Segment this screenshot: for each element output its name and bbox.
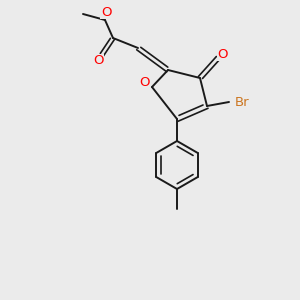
Text: O: O [93, 55, 103, 68]
Text: O: O [101, 5, 111, 19]
Text: O: O [218, 47, 228, 61]
Text: O: O [139, 76, 149, 89]
Text: Br: Br [235, 95, 249, 109]
